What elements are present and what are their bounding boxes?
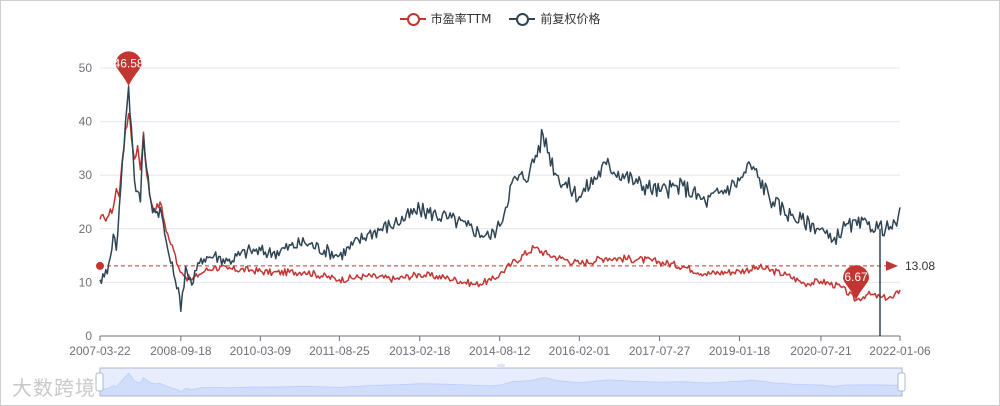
legend-item-price[interactable]: 前复权价格 [509,10,600,27]
legend-pe-marker [399,12,426,26]
zoom-selection [99,367,903,397]
axes: 0 10 20 30 40 50 2007-03-22 2008-09-18 2010-03-0… [69,61,931,358]
y-tick-label: 40 [79,115,93,129]
x-tick-label: 2020-07-21 [790,344,852,358]
watermark-logo: 大数跨境 [12,372,96,401]
y-tick-label: 30 [79,168,93,182]
watermark-text: 大数跨境 [12,376,96,400]
x-tick-label: 2016-02-01 [549,344,611,358]
x-tick-label: 2011-08-25 [309,344,370,358]
y-tick-label: 0 [85,329,92,343]
mark-line-arrow [886,260,898,271]
y-tick-label: 10 [79,275,93,289]
min-pin-marker: 6.67 [843,265,870,301]
x-tick-label: 2022-01-06 [869,344,931,358]
min-pin-marker-shape [843,265,870,301]
data-zoom[interactable] [95,364,906,397]
markers: 13.08 46.58 6.67 [96,51,935,336]
max-pin-marker: 46.58 [114,51,144,87]
y-tick-label: 50 [79,61,93,75]
legend-item-pe[interactable]: 市盈率TTM [399,10,492,27]
legend-price-label: 前复权价格 [540,12,601,26]
x-tick-label: 2014-08-12 [469,344,531,358]
mark-line-label: 13.08 [905,259,935,273]
max-pin-marker-label: 46.58 [114,56,144,70]
y-tick-label: 20 [79,222,93,236]
x-tick-label: 2007-03-22 [69,344,131,358]
max-pin-marker-shape [115,51,142,87]
series [99,85,901,313]
mark-line-start-dot [96,261,104,270]
zoom-move-grip[interactable] [497,364,505,367]
legend: 市盈率TTM 前复权价格 [0,10,1000,29]
series-line-pe [99,112,901,302]
min-pin-marker-label: 6.67 [844,270,868,284]
x-tick-label: 2017-07-27 [629,344,691,358]
x-tick-label: 2013-02-18 [389,344,451,358]
x-tick-label: 2010-03-09 [230,344,292,358]
zoom-handle-right[interactable] [897,372,906,392]
series-line-price [99,85,901,313]
legend-pe-label: 市盈率TTM [430,12,492,26]
legend-price-marker [509,12,536,26]
x-tick-label: 2019-01-18 [709,344,771,358]
grid-lines [100,67,900,283]
zoom-handle-left[interactable] [95,372,104,392]
x-tick-label: 2008-09-18 [150,344,212,358]
